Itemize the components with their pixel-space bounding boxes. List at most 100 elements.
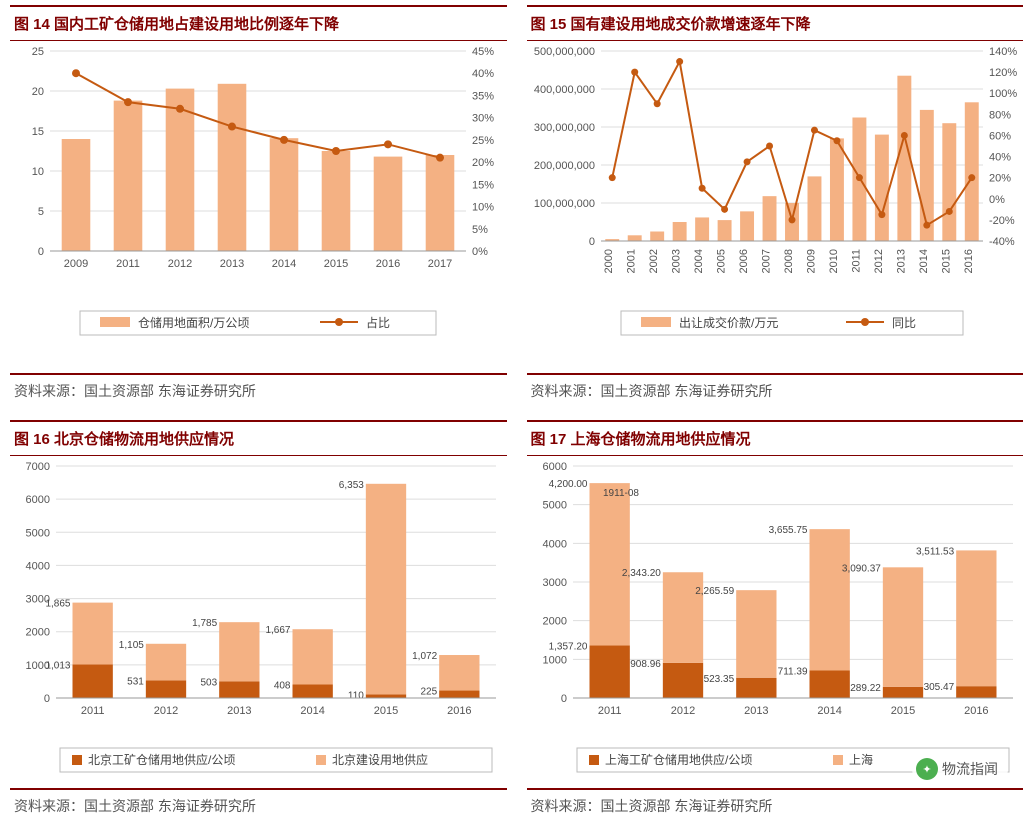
watermark: ✦ 物流指闻 xyxy=(912,755,1008,783)
svg-text:2014: 2014 xyxy=(272,258,296,270)
svg-text:2,343.20: 2,343.20 xyxy=(621,568,660,579)
svg-text:40%: 40% xyxy=(472,68,494,80)
svg-text:2013: 2013 xyxy=(227,705,251,717)
svg-text:2016: 2016 xyxy=(447,705,471,717)
svg-text:2000: 2000 xyxy=(603,249,615,273)
svg-text:2002: 2002 xyxy=(648,249,660,273)
svg-text:2016: 2016 xyxy=(964,705,988,717)
svg-text:0: 0 xyxy=(588,236,594,248)
svg-text:1,357.20: 1,357.20 xyxy=(548,642,587,653)
svg-text:20%: 20% xyxy=(989,173,1011,185)
svg-text:2012: 2012 xyxy=(168,258,192,270)
svg-text:2013: 2013 xyxy=(744,705,768,717)
svg-text:5%: 5% xyxy=(472,224,488,236)
svg-text:289.22: 289.22 xyxy=(850,683,881,694)
svg-text:25%: 25% xyxy=(472,135,494,147)
svg-text:140%: 140% xyxy=(989,46,1017,58)
chart-title: 图 16 北京仓储物流用地供应情况 xyxy=(10,420,507,456)
svg-text:408: 408 xyxy=(274,680,291,691)
panel-chart-16: 图 16 北京仓储物流用地供应情况 0100020003000400050006… xyxy=(10,420,507,820)
svg-text:4,200.00: 4,200.00 xyxy=(548,479,587,490)
svg-text:仓储用地面积/万公顷: 仓储用地面积/万公顷 xyxy=(138,315,249,330)
svg-text:出让成交价款/万元: 出让成交价款/万元 xyxy=(679,315,778,330)
svg-text:4000: 4000 xyxy=(542,538,566,550)
svg-text:80%: 80% xyxy=(989,109,1011,121)
svg-text:2000: 2000 xyxy=(542,616,566,628)
svg-text:2014: 2014 xyxy=(300,705,324,717)
chart-title: 图 14 国内工矿仓储用地占建设用地比例逐年下降 xyxy=(10,5,507,41)
svg-text:20%: 20% xyxy=(472,157,494,169)
svg-text:2009: 2009 xyxy=(805,249,817,273)
source-text: 资料来源：国土资源部 东海证券研究所 xyxy=(10,790,507,820)
source-text: 资料来源：国土资源部 东海证券研究所 xyxy=(527,375,1024,405)
svg-text:225: 225 xyxy=(420,687,437,698)
wechat-icon: ✦ xyxy=(916,758,938,780)
svg-text:北京建设用地供应: 北京建设用地供应 xyxy=(332,752,428,767)
svg-text:6000: 6000 xyxy=(26,494,50,506)
source-text: 资料来源：国土资源部 东海证券研究所 xyxy=(527,790,1024,820)
svg-text:10%: 10% xyxy=(472,202,494,214)
svg-text:711.39: 711.39 xyxy=(777,666,807,677)
svg-text:0%: 0% xyxy=(989,194,1005,206)
chart-16-svg: 0100020003000400050006000700020111,0131,… xyxy=(10,456,506,776)
svg-text:2003: 2003 xyxy=(670,249,682,273)
svg-text:2001: 2001 xyxy=(625,249,637,273)
svg-text:6,353: 6,353 xyxy=(339,480,364,491)
svg-text:5000: 5000 xyxy=(542,500,566,512)
chart-title: 图 15 国有建设用地成交价款增速逐年下降 xyxy=(527,5,1024,41)
svg-text:523.35: 523.35 xyxy=(703,674,734,685)
chart-15-svg: 0 100,000,000 200,000,000 300,000,000 400,00… xyxy=(527,41,1023,341)
svg-text:2015: 2015 xyxy=(940,249,952,273)
svg-text:400,000,000: 400,000,000 xyxy=(533,84,594,96)
svg-text:2011: 2011 xyxy=(116,258,140,270)
svg-text:1,865: 1,865 xyxy=(45,599,70,610)
svg-text:上海工矿仓储用地供应/公顷: 上海工矿仓储用地供应/公顷 xyxy=(605,752,752,767)
svg-text:2006: 2006 xyxy=(738,249,750,273)
svg-text:2011: 2011 xyxy=(850,249,862,273)
svg-text:6000: 6000 xyxy=(542,461,566,473)
svg-text:2016: 2016 xyxy=(376,258,400,270)
svg-text:北京工矿仓储用地供应/公顷: 北京工矿仓储用地供应/公顷 xyxy=(88,752,235,767)
svg-text:2010: 2010 xyxy=(827,249,839,273)
source-text: 资料来源：国土资源部 东海证券研究所 xyxy=(10,375,507,405)
svg-text:500,000,000: 500,000,000 xyxy=(533,46,594,58)
svg-text:2014: 2014 xyxy=(917,249,929,273)
svg-text:7000: 7000 xyxy=(26,461,50,473)
svg-text:1000: 1000 xyxy=(542,654,566,666)
svg-text:3,511.53: 3,511.53 xyxy=(915,546,954,557)
svg-text:2004: 2004 xyxy=(693,249,705,273)
svg-text:1,667: 1,667 xyxy=(265,625,290,636)
svg-text:908.96: 908.96 xyxy=(630,659,661,670)
svg-text:35%: 35% xyxy=(472,90,494,102)
svg-text:-40%: -40% xyxy=(989,236,1015,248)
svg-text:45%: 45% xyxy=(472,46,494,58)
svg-text:1911-08: 1911-08 xyxy=(603,488,639,499)
svg-text:-20%: -20% xyxy=(989,215,1015,227)
svg-text:5: 5 xyxy=(38,206,44,218)
svg-text:2009: 2009 xyxy=(64,258,88,270)
svg-text:2013: 2013 xyxy=(220,258,244,270)
svg-text:2016: 2016 xyxy=(962,249,974,273)
svg-text:100%: 100% xyxy=(989,88,1017,100)
svg-text:2017: 2017 xyxy=(428,258,452,270)
svg-text:15%: 15% xyxy=(472,179,494,191)
svg-text:上海: 上海 xyxy=(849,752,873,767)
svg-text:2015: 2015 xyxy=(890,705,914,717)
svg-text:2011: 2011 xyxy=(81,705,105,717)
svg-text:60%: 60% xyxy=(989,130,1011,142)
svg-text:2007: 2007 xyxy=(760,249,772,273)
svg-text:10: 10 xyxy=(32,166,44,178)
svg-text:120%: 120% xyxy=(989,67,1017,79)
svg-text:2015: 2015 xyxy=(324,258,348,270)
svg-text:5000: 5000 xyxy=(26,527,50,539)
panel-chart-14: 图 14 国内工矿仓储用地占建设用地比例逐年下降 05101520250%5%1… xyxy=(10,5,507,405)
svg-text:100,000,000: 100,000,000 xyxy=(533,198,594,210)
svg-text:4000: 4000 xyxy=(26,560,50,572)
svg-text:300,000,000: 300,000,000 xyxy=(533,122,594,134)
svg-text:2012: 2012 xyxy=(154,705,178,717)
svg-text:1,072: 1,072 xyxy=(412,651,437,662)
svg-text:200,000,000: 200,000,000 xyxy=(533,160,594,172)
svg-text:1,105: 1,105 xyxy=(119,640,144,651)
svg-text:503: 503 xyxy=(200,677,217,688)
svg-text:3,655.75: 3,655.75 xyxy=(768,525,807,536)
